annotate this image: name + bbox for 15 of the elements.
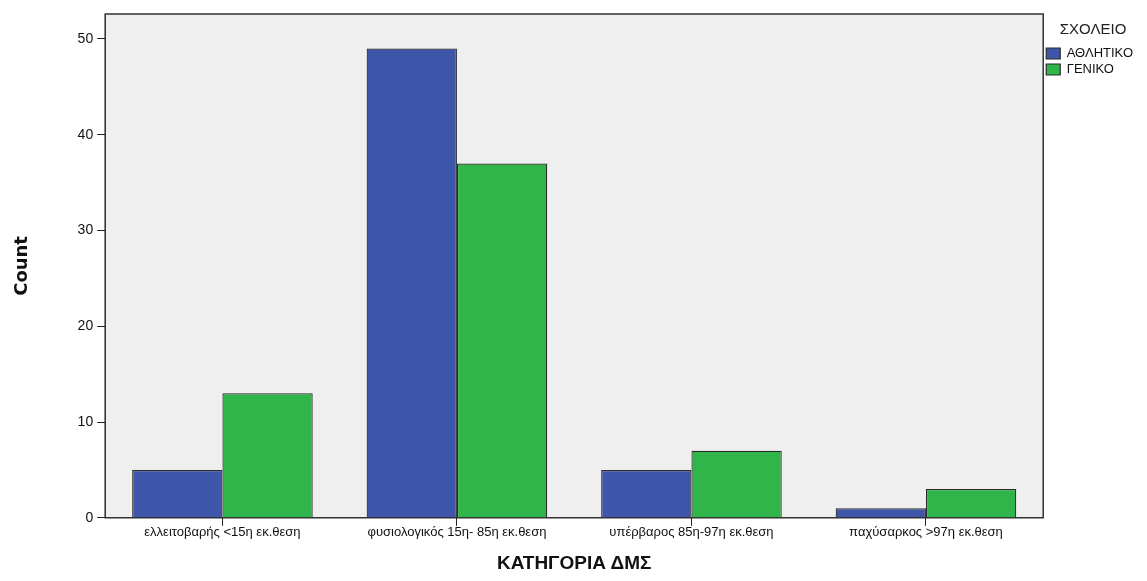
y-axis-title: Count [10,235,32,296]
y-tick-label: 30 [77,221,94,238]
legend-label: ΑΘΛΗΤΙΚΟ [1066,45,1134,61]
y-tick-label: 50 [77,29,94,46]
x-tick-label: παχύσαρκος >97η εκ.θεση [849,523,1003,539]
x-tick-label: ελλειτοβαρής <15η εκ.θεση [144,523,301,539]
legend-title: ΣΧΟΛΕΙΟ [1059,19,1127,37]
x-axis-title: ΚΑΤΗΓΟΡΙΑ ΔΜΣ [496,551,652,573]
x-tick-label: υπέρβαρος 85η-97η εκ.θεση [609,523,774,539]
y-tick-label: 40 [77,125,94,142]
y-tick-label: 20 [77,317,94,334]
y-tick-label: 10 [77,412,94,429]
x-tick-label: φυσιολογικός 15η- 85η εκ.θεση [367,523,547,539]
y-tick-label: 0 [85,508,94,525]
legend-label: ΓΕΝΙΚΟ [1066,61,1114,77]
